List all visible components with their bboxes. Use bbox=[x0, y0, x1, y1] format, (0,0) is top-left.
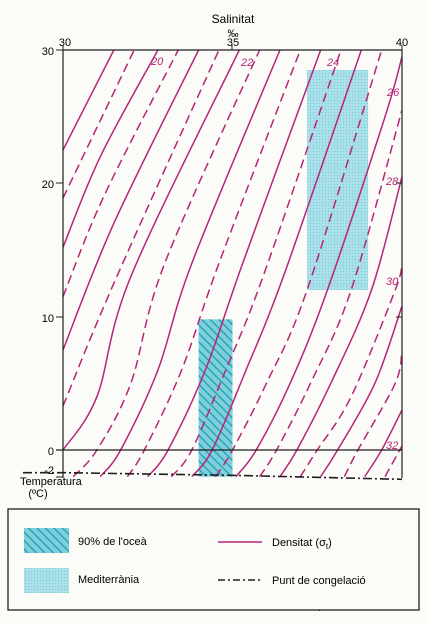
legend-label-density: Densitat (σt) bbox=[272, 537, 332, 551]
density-isoline-24-5 bbox=[170, 50, 342, 478]
isoline-label-32: 32 bbox=[386, 440, 398, 452]
legend-swatch-mediterranean bbox=[24, 568, 69, 593]
density-isoline-27 bbox=[279, 176, 402, 478]
legend-label-mediterranean: Mediterrània bbox=[78, 574, 140, 586]
density-isoline-22-5 bbox=[72, 50, 261, 478]
y-axis-title: Temperatura bbox=[20, 476, 83, 488]
density-isoline-28 bbox=[320, 305, 402, 478]
density-isoline-21 bbox=[63, 50, 200, 351]
isoline-labels: 20 22 24 26 28 30 32 bbox=[150, 56, 400, 452]
isoline-label-24: 24 bbox=[326, 57, 339, 69]
x-tick-label: 35 bbox=[227, 37, 239, 49]
isolines-layer bbox=[63, 50, 402, 478]
density-isoline-19-5 bbox=[63, 50, 135, 199]
isoline-label-22: 22 bbox=[240, 57, 253, 69]
x-axis-unit: ‰ bbox=[228, 28, 239, 40]
y-tick-label: 30 bbox=[42, 46, 54, 58]
density-isoline-21-5 bbox=[63, 50, 220, 407]
isoline-label-28: 28 bbox=[385, 176, 399, 188]
legend-label-ocean: 90% de l'oceà bbox=[78, 536, 148, 548]
density-isoline-22 bbox=[63, 50, 240, 451]
density-isoline-23-5 bbox=[126, 50, 302, 478]
regions-layer bbox=[198, 70, 369, 477]
density-isoline-29-5 bbox=[384, 445, 402, 478]
isoline-label-30: 30 bbox=[386, 276, 399, 288]
y-axis-unit: (ºC) bbox=[28, 488, 47, 500]
y-tick-label: 0 bbox=[48, 446, 54, 458]
tick-marks bbox=[56, 45, 403, 478]
y-tick-label: 10 bbox=[42, 313, 54, 325]
x-tick-label: 30 bbox=[59, 37, 71, 49]
density-isoline-24 bbox=[147, 50, 322, 478]
y-tick-label: -2 bbox=[44, 465, 54, 477]
y-tick-label: 20 bbox=[42, 179, 54, 191]
x-axis-title: Salinitat bbox=[212, 12, 255, 26]
freezing-point-line bbox=[23, 471, 403, 481]
density-isoline-26-5 bbox=[258, 109, 402, 478]
legend-box bbox=[7, 508, 420, 611]
isoline-label-26: 26 bbox=[386, 87, 400, 99]
freezing-layer bbox=[23, 471, 403, 481]
legend-swatch-ocean bbox=[24, 528, 69, 553]
density-isoline-27-5 bbox=[299, 263, 402, 478]
x-tick-label: 40 bbox=[396, 37, 408, 49]
density-isoline-20-5 bbox=[63, 50, 179, 297]
density-isoline-19 bbox=[63, 50, 115, 151]
corner-mark: · bbox=[318, 605, 321, 615]
isoline-label-20: 20 bbox=[150, 56, 164, 68]
density-isoline-23 bbox=[99, 50, 281, 478]
legend-label-freezing: Punt de congelació bbox=[272, 575, 366, 587]
density-isoline-25 bbox=[191, 50, 363, 478]
density-isoline-28-5 bbox=[343, 349, 402, 478]
density-isoline-20 bbox=[63, 50, 159, 248]
density-isoline-25-5 bbox=[214, 50, 383, 478]
